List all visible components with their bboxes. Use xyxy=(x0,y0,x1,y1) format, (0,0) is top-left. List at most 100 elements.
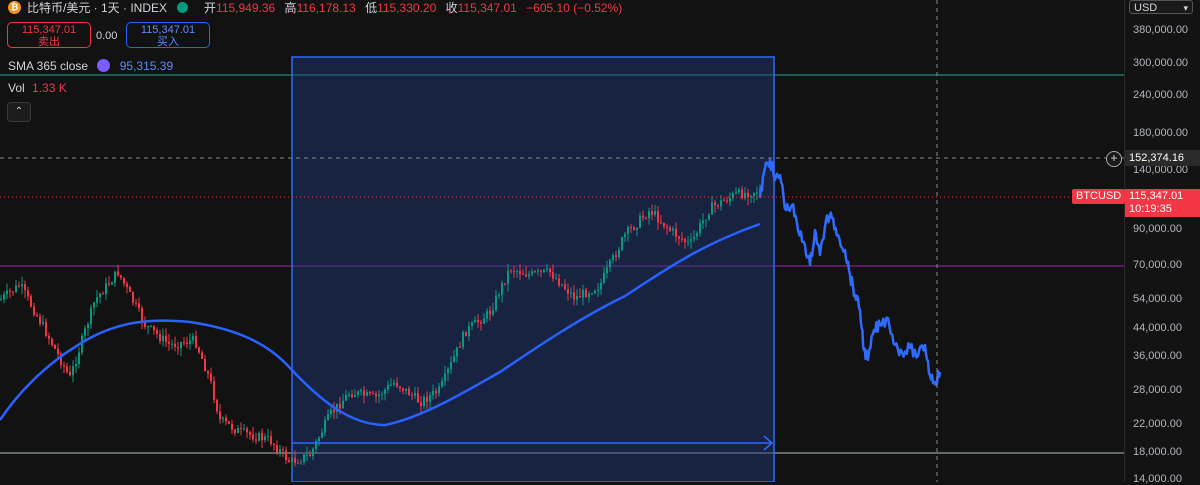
candle-body xyxy=(351,394,353,397)
candle-body xyxy=(312,448,314,457)
candle-body xyxy=(603,272,605,283)
candle-body xyxy=(450,361,452,369)
candle-body xyxy=(27,290,29,297)
candle-body xyxy=(519,271,521,275)
candle-body xyxy=(81,335,83,353)
candle-body xyxy=(15,285,17,292)
volume-legend[interactable]: Vol 1.33 K xyxy=(8,81,67,95)
candle-body xyxy=(615,255,617,258)
candle-body xyxy=(180,342,182,349)
bitcoin-icon: ₿ xyxy=(8,0,21,14)
candle-body xyxy=(369,391,371,394)
candle-body xyxy=(192,335,194,341)
symbol-header[interactable]: ₿ 比特币/美元 · 1天 · INDEX 开115,949.36 高116,1… xyxy=(8,0,628,15)
price-chart[interactable] xyxy=(0,0,1124,482)
candle-body xyxy=(624,233,626,238)
candle-body xyxy=(90,307,92,325)
price-axis[interactable]: USD 380,000.00 300,000.00 240,000.00 180,00… xyxy=(1124,0,1200,485)
price-tick-label: 28,000.00 xyxy=(1133,384,1182,396)
candle-body xyxy=(390,384,392,386)
candle-body xyxy=(363,390,365,396)
candle-body xyxy=(6,290,8,295)
sma-legend[interactable]: SMA 365 close 95,315.39 xyxy=(8,59,173,73)
candle-body xyxy=(126,283,128,287)
candle-body xyxy=(693,236,695,240)
candle-body xyxy=(456,346,458,357)
candle-body xyxy=(345,394,347,401)
chevron-up-icon: ⌃ xyxy=(14,106,24,117)
candle-body xyxy=(567,288,569,294)
candle-body xyxy=(177,346,179,349)
candle-body xyxy=(462,331,464,348)
candle-body xyxy=(648,211,650,219)
candle-body xyxy=(720,200,722,207)
sma-settings-icon[interactable] xyxy=(97,59,111,72)
candle-body xyxy=(702,220,704,224)
candle-body xyxy=(516,271,518,273)
candle-body xyxy=(600,282,602,290)
candle-body xyxy=(42,322,44,324)
candle-body xyxy=(465,331,467,337)
candle-body xyxy=(285,450,287,461)
candle-body xyxy=(513,270,515,272)
candle-body xyxy=(525,274,527,277)
candle-body xyxy=(129,286,131,292)
buy-price: 115,347.01 xyxy=(140,24,196,36)
candle-body xyxy=(594,290,596,294)
candle-body xyxy=(387,385,389,390)
candle-body xyxy=(159,333,161,342)
candle-body xyxy=(498,295,500,297)
candle-body xyxy=(423,396,425,407)
candle-body xyxy=(396,382,398,387)
candle-body xyxy=(459,346,461,348)
candle-body xyxy=(492,310,494,315)
candle-body xyxy=(471,322,473,327)
sell-button[interactable]: 115,347.01 卖出 xyxy=(7,22,91,48)
currency-select[interactable]: USD xyxy=(1129,0,1193,15)
symbol-tag: BTCUSD xyxy=(1072,189,1126,204)
buy-button[interactable]: 115,347.01 买入 xyxy=(126,22,210,48)
sma-value: 95,315.39 xyxy=(119,59,174,73)
candle-body xyxy=(189,340,191,345)
candle-body xyxy=(270,436,272,445)
candle-body xyxy=(468,326,470,337)
candle-body xyxy=(132,291,134,303)
candle-body xyxy=(279,449,281,453)
candle-body xyxy=(669,227,671,231)
candle-body xyxy=(687,241,689,243)
candle-body xyxy=(207,371,209,374)
candle-body xyxy=(543,269,545,272)
candle-body xyxy=(372,393,374,395)
candle-body xyxy=(675,228,677,237)
candle-body xyxy=(321,432,323,438)
candle-body xyxy=(576,295,578,300)
candle-body xyxy=(690,239,692,242)
market-status-icon[interactable] xyxy=(177,1,189,13)
add-alert-plus-icon[interactable]: + xyxy=(1106,151,1122,167)
candle-body xyxy=(99,293,101,298)
candle-body xyxy=(57,348,59,355)
candle-body xyxy=(54,344,56,349)
candle-body xyxy=(705,219,707,221)
candle-body xyxy=(570,292,572,294)
candle-body xyxy=(93,302,95,308)
candle-body xyxy=(231,423,233,430)
candle-body xyxy=(84,328,86,336)
candle-body xyxy=(3,294,5,300)
candle-body xyxy=(36,315,38,317)
candle-body xyxy=(678,236,680,239)
candle-body xyxy=(72,366,74,376)
candle-body xyxy=(96,297,98,303)
candle-body xyxy=(618,249,620,258)
candle-body xyxy=(534,271,536,273)
candle-body xyxy=(162,335,164,342)
candle-body xyxy=(138,303,140,309)
candle-body xyxy=(111,282,113,285)
chart-area[interactable]: ₿ 比特币/美元 · 1天 · INDEX 开115,949.36 高116,1… xyxy=(0,0,1124,482)
candle-body xyxy=(378,394,380,397)
collapse-legend-button[interactable]: ⌃ xyxy=(7,102,31,122)
buy-label: 买入 xyxy=(157,36,179,48)
price-tick-label: 380,000.00 xyxy=(1133,24,1189,36)
symbol-title[interactable]: 比特币/美元 · 1天 · INDEX xyxy=(27,0,168,15)
date-range-selection[interactable] xyxy=(291,56,775,482)
